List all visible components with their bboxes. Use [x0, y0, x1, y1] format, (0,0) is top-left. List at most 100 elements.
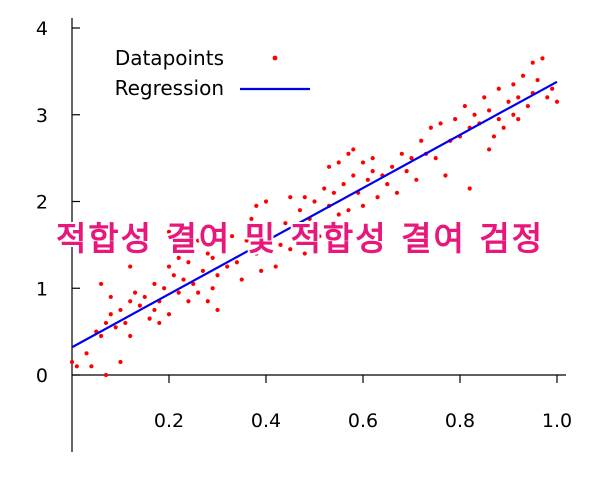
data-point — [346, 151, 351, 156]
data-point — [365, 177, 370, 182]
data-point — [84, 351, 89, 356]
data-point — [278, 242, 283, 247]
data-point — [302, 251, 307, 256]
overlay-caption: 적합성 결여 및 적합성 결여 검정 — [55, 219, 545, 258]
data-point — [390, 164, 395, 169]
data-point — [487, 147, 492, 152]
data-point — [360, 203, 366, 208]
data-point — [346, 208, 351, 213]
data-point — [128, 299, 133, 304]
data-point — [118, 307, 123, 313]
data-point — [152, 281, 157, 287]
data-point — [351, 147, 356, 152]
data-point — [511, 112, 516, 117]
y-tick-label: 3 — [36, 105, 48, 127]
data-point — [210, 286, 215, 291]
data-point — [496, 116, 501, 122]
data-point — [99, 281, 104, 287]
data-point — [118, 359, 123, 365]
data-point — [516, 95, 521, 100]
data-point — [234, 260, 239, 265]
data-point — [103, 320, 109, 326]
legend-marker-points — [272, 55, 278, 61]
x-tick-label: 1.0 — [542, 410, 572, 432]
data-point — [428, 125, 433, 130]
data-point — [506, 99, 511, 104]
data-point — [171, 273, 176, 278]
data-point — [142, 294, 147, 300]
data-point — [394, 190, 400, 195]
data-point — [545, 95, 550, 100]
data-point — [128, 264, 133, 269]
data-point — [113, 325, 118, 330]
data-point — [336, 160, 341, 165]
data-point — [108, 294, 113, 300]
y-tick-label: 1 — [36, 278, 48, 300]
data-point — [74, 364, 79, 369]
data-point — [263, 199, 269, 204]
data-point — [283, 221, 288, 226]
regression-line — [71, 80, 558, 349]
data-point — [530, 60, 535, 65]
data-point — [297, 208, 303, 213]
x-tick-label: 0.2 — [154, 410, 184, 432]
data-point — [535, 77, 540, 83]
data-point — [404, 169, 409, 174]
data-point — [99, 333, 104, 339]
axes — [71, 18, 566, 452]
data-point — [331, 190, 336, 195]
data-point — [385, 182, 390, 187]
data-point — [360, 160, 366, 165]
data-point — [268, 229, 273, 234]
data-point — [89, 364, 94, 369]
data-point — [433, 156, 438, 161]
data-point — [205, 251, 210, 256]
data-point — [317, 234, 322, 239]
data-point — [108, 312, 113, 317]
data-point — [341, 182, 346, 187]
data-point — [220, 247, 225, 252]
data-point — [259, 268, 264, 273]
data-point — [229, 234, 235, 239]
data-point — [157, 320, 162, 326]
data-point — [482, 95, 487, 100]
data-point — [215, 273, 220, 278]
x-tick-label: 0.4 — [251, 410, 281, 432]
data-point — [128, 333, 133, 339]
data-point — [181, 277, 186, 282]
data-point — [239, 277, 244, 282]
data-point — [326, 164, 332, 169]
data-point — [322, 186, 327, 191]
data-point — [215, 307, 220, 313]
data-point — [399, 151, 404, 156]
data-point — [176, 290, 181, 295]
data-point — [254, 251, 259, 256]
x-tick-label: 0.6 — [348, 410, 378, 432]
data-point — [414, 177, 419, 182]
data-point — [312, 199, 317, 204]
data-point — [123, 320, 128, 326]
data-point — [487, 108, 492, 113]
data-point — [550, 86, 555, 91]
data-point — [186, 260, 191, 265]
data-point — [196, 290, 201, 295]
y-tick-label: 0 — [36, 365, 48, 387]
data-point — [540, 56, 545, 61]
plot-area — [69, 56, 560, 378]
data-point — [443, 173, 448, 178]
data-point — [244, 238, 249, 243]
data-point — [370, 156, 375, 161]
data-point — [166, 229, 172, 234]
data-point — [205, 299, 210, 304]
data-point — [186, 299, 191, 304]
data-point — [162, 286, 167, 291]
data-point — [520, 73, 526, 78]
data-point — [69, 359, 75, 365]
data-point — [496, 86, 501, 91]
data-point — [453, 116, 458, 122]
data-point — [501, 125, 506, 130]
data-point — [103, 372, 109, 378]
legend-label-regression: Regression — [115, 76, 224, 100]
y-tick-label: 4 — [36, 18, 48, 40]
